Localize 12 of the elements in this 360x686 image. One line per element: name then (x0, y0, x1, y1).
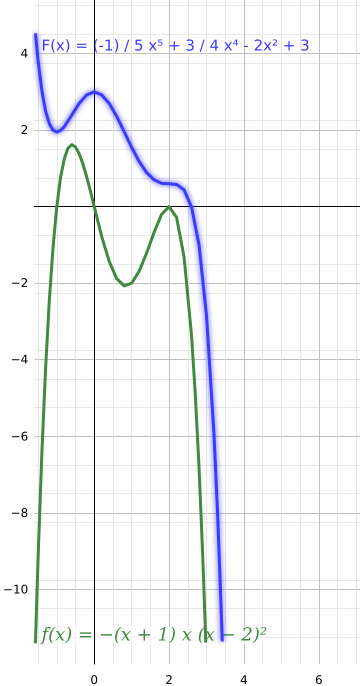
x-tick-label: 2 (165, 673, 173, 686)
x-tick-label: 6 (315, 673, 323, 686)
y-tick-label: −6 (10, 429, 28, 444)
y-tick-label: 4 (20, 46, 28, 61)
x-tick-label: 4 (240, 673, 248, 686)
y-tick-label: −8 (10, 506, 28, 520)
y-tick-label: −4 (10, 352, 28, 367)
y-tick-label: −2 (10, 276, 28, 290)
y-tick-label: 2 (20, 123, 28, 138)
x-tick-label: 0 (90, 673, 98, 686)
y-tick-label: −10 (2, 582, 28, 596)
line-series (34, 32, 224, 643)
